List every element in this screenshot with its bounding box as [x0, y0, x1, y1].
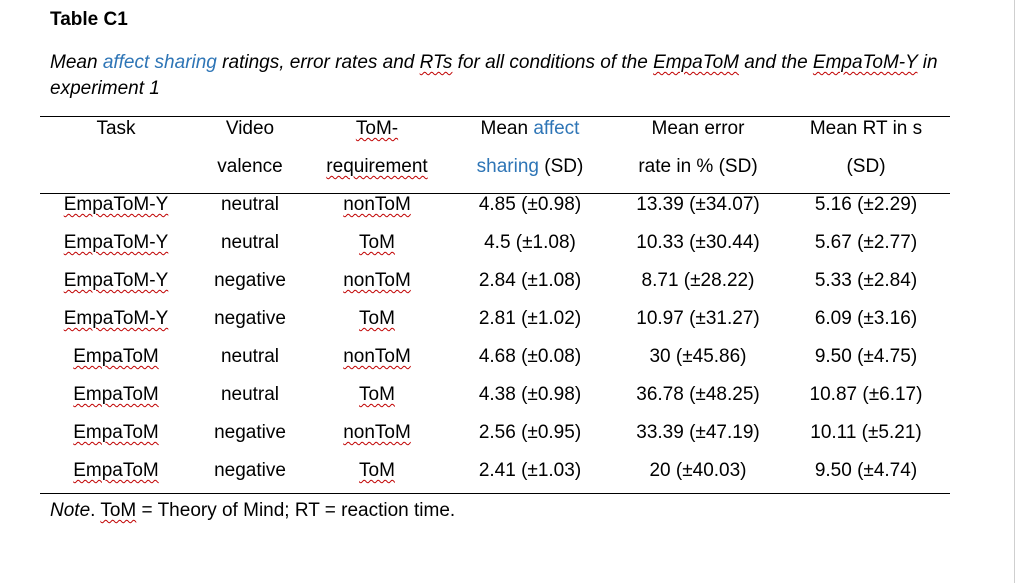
- table-row: EmpaToM neutral nonToM 4.68 (±0.08) 30 (…: [40, 338, 950, 376]
- caption-text: for all conditions of the: [452, 52, 654, 73]
- cell-affect: 2.81 (±1.02): [478, 308, 582, 329]
- header-mean-error-rate: Mean error rate in % (SD): [638, 118, 758, 177]
- cell-valence: neutral: [220, 384, 280, 405]
- cell-error: 13.39 (±34.07): [636, 194, 760, 215]
- cell-affect: 4.68 (±0.08): [478, 346, 582, 367]
- caption-text: ratings, error rates and: [216, 52, 420, 73]
- cell-task: EmpaToM: [73, 422, 159, 443]
- cell-task: EmpaToM-Y: [63, 270, 169, 291]
- cell-valence: negative: [214, 308, 286, 329]
- caption-text: and the: [738, 52, 813, 73]
- cell-rt: 10.87 (±6.17): [809, 384, 923, 405]
- cell-rt: 6.09 (±3.16): [814, 308, 918, 329]
- table-row: EmpaToM-Y negative nonToM 2.84 (±1.08) 8…: [40, 262, 950, 300]
- cell-task: EmpaToM: [73, 460, 159, 481]
- header-mean-rt: Mean RT in s (SD): [809, 118, 923, 177]
- cell-task: EmpaToM-Y: [63, 232, 169, 253]
- caption-rts: RTs: [419, 52, 453, 73]
- table-title: Table C1: [50, 9, 128, 30]
- cell-rt: 5.67 (±2.77): [814, 232, 918, 253]
- cell-tom: nonToM: [343, 270, 411, 291]
- table-header-rule: [40, 193, 950, 194]
- cell-affect: 4.38 (±0.98): [478, 384, 582, 405]
- cell-affect: 4.5 (±1.08): [484, 232, 576, 253]
- cell-rt: 9.50 (±4.75): [814, 346, 918, 367]
- cell-error: 36.78 (±48.25): [636, 384, 760, 405]
- cell-rt: 10.11 (±5.21): [810, 422, 922, 443]
- cell-rt: 9.50 (±4.74): [814, 460, 918, 481]
- header-task: Task: [96, 118, 136, 139]
- cell-affect: 2.56 (±0.95): [478, 422, 582, 443]
- cell-rt: 5.33 (±2.84): [814, 270, 918, 291]
- note-label: Note: [50, 500, 91, 521]
- cell-valence: negative: [214, 460, 286, 481]
- cell-affect: 2.41 (±1.03): [478, 460, 582, 481]
- cell-task: EmpaToM: [73, 384, 159, 405]
- cell-task: EmpaToM-Y: [63, 194, 169, 215]
- table-row: EmpaToM negative ToM 2.41 (±1.03) 20 (±4…: [40, 452, 950, 490]
- cell-tom: ToM: [359, 232, 395, 253]
- note-text: .: [90, 500, 101, 521]
- cell-error: 8.71 (±28.22): [641, 270, 755, 291]
- data-table: Task Video valence ToM-requirement Mean a…: [40, 110, 950, 490]
- table-top-rule: [40, 116, 950, 117]
- cell-valence: neutral: [220, 346, 280, 367]
- table-row: EmpaToM negative nonToM 2.56 (±0.95) 33.…: [40, 414, 950, 452]
- cell-tom: nonToM: [343, 422, 411, 443]
- header-mean-affect-sharing: Mean affect sharing (SD): [476, 118, 584, 177]
- cell-error: 30 (±45.86): [649, 346, 747, 367]
- cell-tom: ToM: [359, 308, 395, 329]
- header-tom-requirement: ToM-requirement: [326, 118, 428, 177]
- header-row: Task Video valence ToM-requirement Mean a…: [40, 110, 950, 186]
- cell-valence: neutral: [220, 194, 280, 215]
- table-row: EmpaToM-Y neutral ToM 4.5 (±1.08) 10.33 …: [40, 224, 950, 262]
- cell-valence: neutral: [220, 232, 280, 253]
- note-tom: ToM: [100, 500, 137, 521]
- caption-highlight: affect sharing: [102, 52, 217, 73]
- cell-valence: negative: [214, 270, 286, 291]
- cell-tom: ToM: [359, 460, 395, 481]
- cell-error: 33.39 (±47.19): [636, 422, 760, 443]
- caption-text: in experiment 1: [50, 52, 938, 99]
- cell-affect: 2.84 (±1.08): [478, 270, 582, 291]
- cell-error: 10.97 (±31.27): [636, 308, 760, 329]
- table-note: Note. ToM = Theory of Mind; RT = reactio…: [50, 500, 455, 522]
- table-row: EmpaToM-Y negative ToM 2.81 (±1.02) 10.9…: [40, 300, 950, 338]
- header-video-valence: Video valence: [217, 118, 283, 177]
- note-text: = Theory of Mind; RT = reaction time.: [136, 500, 456, 521]
- cell-affect: 4.85 (±0.98): [478, 194, 582, 215]
- cell-tom: nonToM: [343, 346, 411, 367]
- cell-error: 10.33 (±30.44): [636, 232, 760, 253]
- cell-rt: 5.16 (±2.29): [814, 194, 918, 215]
- table-row: EmpaToM neutral ToM 4.38 (±0.98) 36.78 (…: [40, 376, 950, 414]
- table-caption: Mean affect sharing ratings, error rates…: [50, 50, 950, 102]
- cell-error: 20 (±40.03): [649, 460, 747, 481]
- cell-tom: ToM: [359, 384, 395, 405]
- cell-task: EmpaToM: [73, 346, 159, 367]
- caption-empatom-y: EmpaToM-Y: [812, 52, 918, 73]
- page-edge: [1014, 0, 1015, 583]
- caption-empatom: EmpaToM: [653, 52, 739, 73]
- caption-text: Mean: [50, 52, 103, 73]
- cell-task: EmpaToM-Y: [63, 308, 169, 329]
- cell-tom: nonToM: [343, 194, 411, 215]
- cell-valence: negative: [214, 422, 286, 443]
- table-row: EmpaToM-Y neutral nonToM 4.85 (±0.98) 13…: [40, 186, 950, 224]
- table-bottom-rule: [40, 493, 950, 494]
